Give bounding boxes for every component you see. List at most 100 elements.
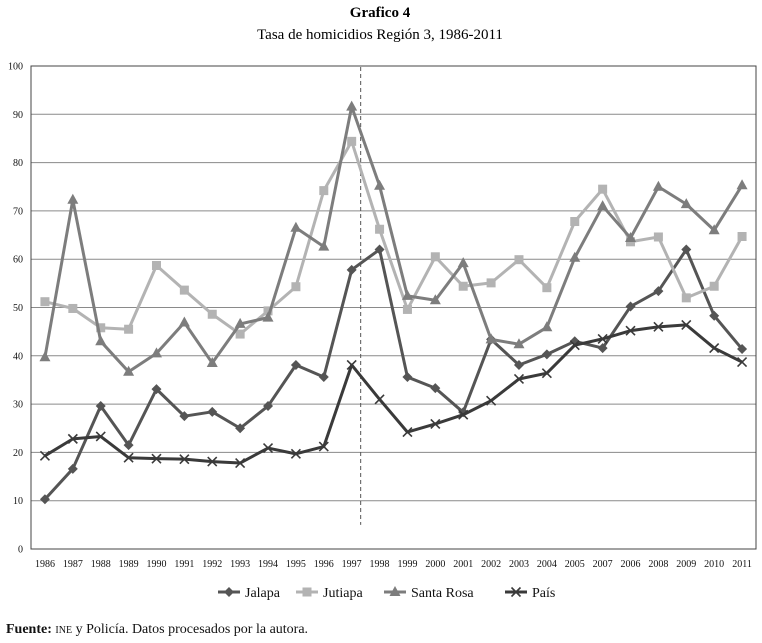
y-tick-label: 100 [8,62,23,73]
data-point-jalapa [290,359,301,370]
x-tick-label: 2001 [453,559,473,570]
data-point-pa-s [39,450,51,461]
source-text: y Policía. Datos procesados por la autor… [72,622,309,637]
data-point-jutiapa [458,281,468,291]
data-point-jutiapa [709,281,719,291]
data-point-jutiapa [291,282,301,292]
data-point-pa-s [179,454,190,465]
legend-item-santa-rosa: Santa Rosa [384,586,474,601]
data-point-santa-rosa [318,240,330,251]
data-point-jutiapa [375,224,385,234]
x-tick-label: 2004 [537,559,557,570]
x-tick-label: 1994 [258,559,278,570]
data-point-santa-rosa [401,289,413,300]
data-point-santa-rosa [597,200,609,211]
data-point-jutiapa [514,255,524,265]
data-point-santa-rosa [123,365,135,376]
legend-item-jalapa: Jalapa [218,586,281,601]
legend-marker [389,586,401,596]
data-point-jalapa [67,463,78,474]
legend-label: País [532,586,555,601]
data-point-jutiapa [235,329,245,339]
data-point-jutiapa [40,297,50,307]
data-point-santa-rosa [652,180,664,191]
data-point-jalapa [207,406,218,417]
x-tick-label: 2011 [732,559,752,570]
data-point-pa-s [458,409,469,420]
data-point-jutiapa [598,184,608,194]
series-line-santa-rosa [43,105,744,374]
data-point-jalapa [737,344,748,355]
data-point-santa-rosa [67,193,79,204]
source-org: ine [55,622,73,637]
y-tick-label: 50 [13,303,23,314]
x-axis: 1986 1987 1988 1989 1990 1991 1992 1993 1994 1995… [35,559,752,570]
x-tick-label: 2003 [509,559,529,570]
data-point-jutiapa [347,136,357,146]
x-tick-label: 2008 [648,559,668,570]
series-santa-rosa [39,100,748,376]
series-line-pa-s [44,323,743,465]
x-tick-label: 1996 [314,559,334,570]
y-tick-label: 30 [13,400,23,411]
x-tick-label: 1991 [174,559,194,570]
series-group [39,100,748,505]
legend-label: Santa Rosa [411,586,474,601]
y-tick-label: 90 [13,110,23,121]
data-point-santa-rosa [513,338,525,349]
chart-subtitle: Tasa de homicidios Región 3, 1986-2011 [257,27,503,43]
y-tick-label: 40 [13,351,23,362]
data-point-pa-s [67,433,78,444]
y-tick-label: 80 [13,158,23,169]
data-point-jutiapa [179,285,189,295]
data-point-jutiapa [542,283,552,293]
data-point-santa-rosa [206,357,218,368]
x-tick-label: 2010 [704,559,724,570]
legend-item-pa-s: País [505,586,555,601]
data-point-santa-rosa [625,231,637,242]
data-point-pa-s [123,452,134,463]
data-point-santa-rosa [541,321,553,332]
data-point-jutiapa [653,232,663,242]
legend-marker [510,586,522,598]
data-point-jutiapa [124,324,134,334]
data-point-jutiapa [319,186,329,196]
data-point-santa-rosa [178,316,190,327]
x-tick-label: 2007 [593,559,613,570]
series-line-jalapa [43,248,744,501]
data-point-santa-rosa [429,294,441,305]
y-tick-label: 10 [13,496,23,507]
data-point-jutiapa [207,309,217,319]
data-point-pa-s [513,373,525,385]
source-note: Fuente: ine y Policía. Datos procesados … [6,622,308,638]
series-pa-s [39,319,748,469]
data-point-jutiapa [430,252,440,262]
data-point-jalapa [430,383,441,394]
data-point-jalapa [653,286,664,297]
series-jalapa [39,244,748,505]
x-tick-label: 1986 [35,559,55,570]
x-tick-label: 2006 [621,559,641,570]
data-point-pa-s [625,325,636,336]
data-point-santa-rosa [150,347,162,358]
data-point-pa-s [318,441,329,452]
data-point-pa-s [235,457,246,469]
x-tick-label: 1987 [63,559,83,570]
data-point-pa-s [346,359,357,371]
data-point-jutiapa [263,306,273,316]
data-point-pa-s [569,340,580,351]
data-point-jalapa [95,401,106,412]
x-tick-label: 1997 [342,559,362,570]
data-point-pa-s [207,456,218,467]
y-tick-label: 70 [13,206,23,217]
data-point-jalapa [625,301,636,312]
data-point-santa-rosa [234,317,246,328]
chart-title: Grafico 4 [350,5,411,21]
legend-label: Jutiapa [323,586,363,601]
data-point-jalapa [235,423,246,434]
data-point-jalapa [263,401,274,412]
plot-frame [30,65,757,550]
data-point-pa-s [430,418,441,429]
data-point-santa-rosa [736,179,748,190]
x-tick-label: 1990 [146,559,166,570]
